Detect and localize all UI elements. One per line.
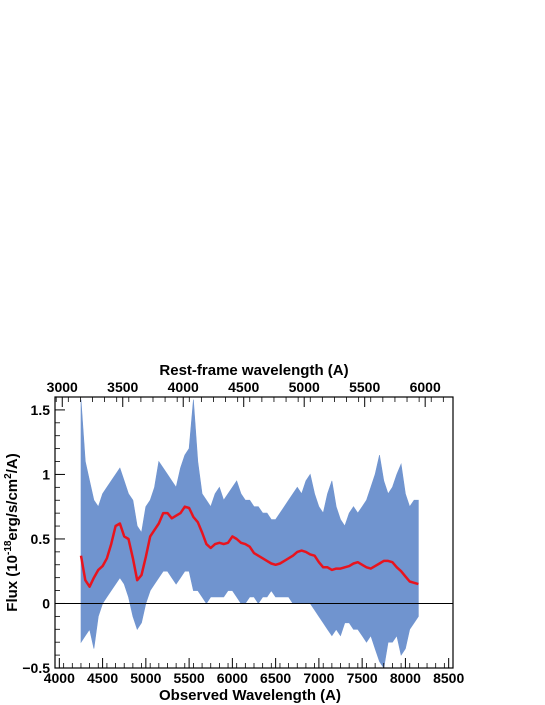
x2-tick-label: 6000	[410, 379, 441, 395]
x2-tick-label: 5000	[289, 379, 320, 395]
x-tick-label: 8500	[433, 670, 464, 686]
x2-tick-label: 4500	[228, 379, 259, 395]
y-tick-label: 0.5	[31, 531, 51, 547]
x-tick-label: 8000	[390, 670, 421, 686]
x-tick-label: 7000	[303, 670, 334, 686]
y-title-exp: -18	[3, 540, 14, 555]
y-title-part3: /A)	[4, 453, 21, 473]
x2-tick-label: 5500	[349, 379, 380, 395]
y-title-part1: Flux (10	[4, 555, 21, 612]
y-tick-label: 1.5	[31, 402, 51, 418]
spectrum-band	[80, 399, 419, 668]
x2-tick-label: 3500	[107, 379, 138, 395]
x-tick-label: 5000	[130, 670, 161, 686]
x2-tick-label: 4000	[168, 379, 199, 395]
x-tick-label: 7500	[347, 670, 378, 686]
x-tick-label: 5500	[174, 670, 205, 686]
x-tick-label: 6000	[217, 670, 248, 686]
y-tick-label: 0	[42, 595, 50, 611]
x2-tick-label: 3000	[47, 379, 78, 395]
y-tick-label: −0.5	[22, 660, 50, 676]
y-tick-label: 1	[42, 466, 50, 482]
y-title-part2: erg/s/cm	[4, 479, 21, 541]
y-title-exp2: 2	[3, 473, 14, 479]
x-tick-label: 4000	[44, 670, 75, 686]
y-axis-title: Flux (10-18erg/s/cm2/A)	[3, 453, 21, 611]
bottom-axis-title: Observed Wavelength (A)	[159, 687, 341, 704]
x-tick-label: 4500	[87, 670, 118, 686]
x-tick-label: 6500	[260, 670, 291, 686]
top-axis-title: Rest-frame wavelength (A)	[159, 362, 348, 379]
model-line	[79, 505, 419, 588]
